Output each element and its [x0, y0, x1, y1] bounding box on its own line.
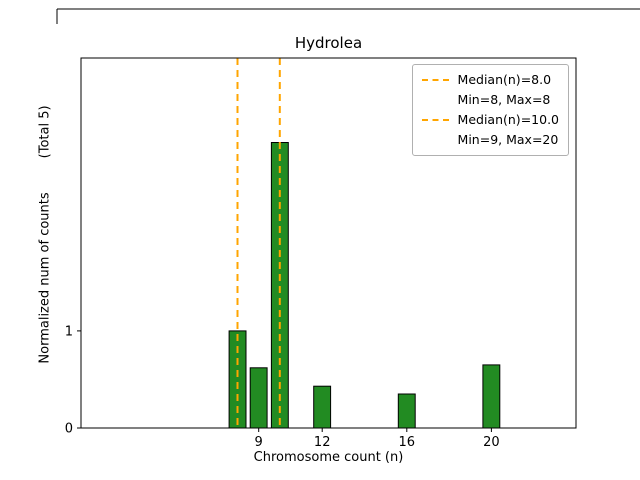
histogram-bar — [249, 367, 268, 429]
legend-entry: Median(n)=10.0 — [421, 110, 559, 130]
legend-entry: Min=9, Max=20 — [422, 130, 559, 150]
y-axis-label-total-note: (Total 5) — [37, 105, 53, 159]
histogram-bar — [397, 393, 416, 429]
legend-dashed-line-sample — [421, 119, 449, 121]
legend-label: Min=9, Max=20 — [457, 132, 559, 147]
legend-label: Median(n)=10.0 — [457, 112, 559, 127]
legend: Median(n)=8.0 Min=8, Max=8 Median(n)=10.0 M… — [411, 64, 569, 156]
legend-label: Min=8, Max=8 — [457, 92, 551, 107]
y-axis-label: Normalized num of counts (Total 5) — [38, 50, 55, 420]
histogram-bar — [313, 385, 332, 429]
chart-title: Hydrolea — [294, 34, 363, 52]
x-tick-label: 9 — [255, 435, 263, 450]
y-tick-label: 0 — [65, 422, 73, 437]
legend-entry: Median(n)=8.0 — [421, 70, 559, 90]
histogram-bar — [482, 364, 501, 429]
x-axis-label: Chromosome count (n) — [253, 450, 404, 465]
x-tick-label: 20 — [483, 435, 500, 450]
histogram-bar — [228, 330, 247, 429]
legend-dashed-line-sample — [421, 79, 449, 81]
y-axis-label-main: Normalized num of counts — [37, 192, 53, 364]
x-tick-label: 16 — [399, 435, 416, 450]
y-tick-label: 1 — [65, 324, 73, 339]
legend-entry: Min=8, Max=8 — [422, 90, 559, 110]
x-tick-label: 12 — [314, 435, 331, 450]
legend-label: Median(n)=8.0 — [457, 72, 552, 87]
axes-frame — [80, 57, 577, 429]
